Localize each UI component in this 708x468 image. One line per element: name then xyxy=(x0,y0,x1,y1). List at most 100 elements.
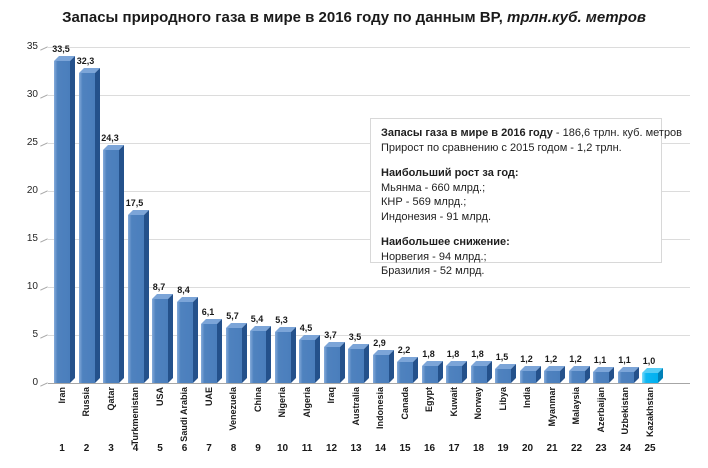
bar-venezuela xyxy=(225,323,247,383)
infobox-growth-header: Наибольший рост за год: xyxy=(381,167,519,179)
bar-canada xyxy=(397,356,418,383)
bar-value-label: 8,4 xyxy=(177,285,190,296)
bar-side-face xyxy=(241,323,247,383)
bar-usa xyxy=(152,294,173,383)
bar-side-face xyxy=(609,367,614,383)
bar-front-face xyxy=(397,361,413,383)
bar-side-face xyxy=(437,360,443,383)
bar-side-face xyxy=(143,210,149,383)
bar-indonesia xyxy=(372,350,394,383)
bar-value-label: 6,1 xyxy=(201,307,215,318)
rank-number: 1 xyxy=(59,443,65,454)
bar-value-label: 17,5 xyxy=(125,198,144,208)
y-axis-tick xyxy=(40,238,48,243)
bar-china xyxy=(250,326,271,383)
bar-front-face xyxy=(470,365,487,383)
bar-kazakhstan xyxy=(642,368,663,383)
y-axis-label: 5 xyxy=(32,329,38,340)
bar-value-label: 1,1 xyxy=(618,355,631,366)
gridline-20 xyxy=(48,191,690,192)
bar-front-face xyxy=(225,328,242,383)
bar-malaysia xyxy=(568,366,590,383)
y-axis-tick xyxy=(40,94,48,99)
bar-front-face xyxy=(176,302,193,383)
bar-value-label: 4,5 xyxy=(299,322,313,333)
bar-value-label: 1,2 xyxy=(569,354,582,365)
bar-norway xyxy=(470,360,492,383)
bar-value-label: 33,5 xyxy=(52,44,70,55)
rank-number: 22 xyxy=(570,443,583,454)
y-axis-tick xyxy=(40,142,48,147)
chart-title: Запасы природного газа в мире в 2016 год… xyxy=(0,9,708,26)
chart-title-main: Запасы природного газа в мире в 2016 год… xyxy=(62,9,503,26)
rank-number: 17 xyxy=(448,443,460,454)
bar-front-face xyxy=(593,372,609,383)
bar-value-label: 5,7 xyxy=(226,311,239,322)
x-axis-label-usa: USA xyxy=(154,387,165,407)
rank-number: 12 xyxy=(325,443,338,454)
bar-kuwait xyxy=(446,360,467,383)
bar-side-face xyxy=(462,360,467,383)
bar-side-face xyxy=(658,368,663,383)
bar-side-face xyxy=(315,334,320,383)
bar-value-label: 3,5 xyxy=(348,332,362,343)
bar-side-face xyxy=(339,342,345,383)
rank-number: 5 xyxy=(157,443,163,454)
bar-value-label: 1,0 xyxy=(642,356,656,367)
gridline-35 xyxy=(48,47,690,48)
bar-value-label: 5,4 xyxy=(250,314,264,325)
infobox-growth-item: Индонезия - 91 млрд. xyxy=(381,210,491,223)
bar-libya xyxy=(495,363,516,383)
bar-side-face xyxy=(511,363,516,383)
bar-value-label: 1,2 xyxy=(520,354,533,365)
bar-iran xyxy=(54,56,75,383)
x-axis-label-egypt: Egypt xyxy=(424,387,434,413)
bar-side-face xyxy=(413,356,418,383)
rank-number: 2 xyxy=(83,443,90,454)
gridline-0 xyxy=(48,383,690,384)
bar-saudi-arabia xyxy=(176,297,198,383)
y-axis-label: 10 xyxy=(26,281,38,292)
bar-side-face xyxy=(266,326,271,383)
bar-turkmenistan xyxy=(127,210,149,383)
bar-front-face xyxy=(642,373,658,383)
bar-algeria xyxy=(299,334,320,383)
bar-value-label: 1,8 xyxy=(422,348,435,359)
bar-side-face xyxy=(119,144,124,383)
y-axis-label: 30 xyxy=(26,89,38,100)
gridline-10 xyxy=(48,287,690,288)
bar-front-face xyxy=(617,372,634,383)
bar-side-face xyxy=(290,327,296,383)
bar-russia xyxy=(78,67,100,383)
bar-side-face xyxy=(560,366,565,383)
bar-side-face xyxy=(364,344,369,383)
x-axis-label-azerbaijan: Azerbaijan xyxy=(595,387,606,433)
bar-front-face xyxy=(54,61,70,383)
rank-number: 9 xyxy=(255,443,261,454)
bar-side-face xyxy=(168,294,173,383)
bar-value-label: 2,2 xyxy=(397,344,411,355)
bar-front-face xyxy=(421,365,438,383)
x-axis-label-kazakhstan: Kazakhstan xyxy=(644,387,655,438)
rank-number: 7 xyxy=(206,443,212,454)
x-axis-label-india: India xyxy=(522,387,532,409)
bar-front-face xyxy=(299,339,315,383)
bar-side-face xyxy=(486,360,492,383)
bar-value-label: 1,2 xyxy=(544,354,558,365)
x-axis-label-venezuela: Venezuela xyxy=(228,387,238,431)
bar-azerbaijan xyxy=(593,367,614,383)
x-axis-label-algeria: Algeria xyxy=(301,387,312,418)
x-axis-label-myanmar: Myanmar xyxy=(546,387,557,427)
bar-value-label: 2,9 xyxy=(373,338,386,349)
y-axis-tick xyxy=(40,190,48,195)
chart-title-units: трлн.куб. метров xyxy=(502,9,646,26)
bar-value-label: 1,8 xyxy=(446,348,460,359)
bar-side-face xyxy=(584,366,590,383)
x-axis-label-norway: Norway xyxy=(473,387,483,420)
bar-qatar xyxy=(103,144,124,383)
y-axis-label: 35 xyxy=(26,41,38,52)
bar-value-label: 1,5 xyxy=(495,351,509,362)
bar-front-face xyxy=(568,371,585,383)
y-axis-label: 25 xyxy=(26,137,38,148)
